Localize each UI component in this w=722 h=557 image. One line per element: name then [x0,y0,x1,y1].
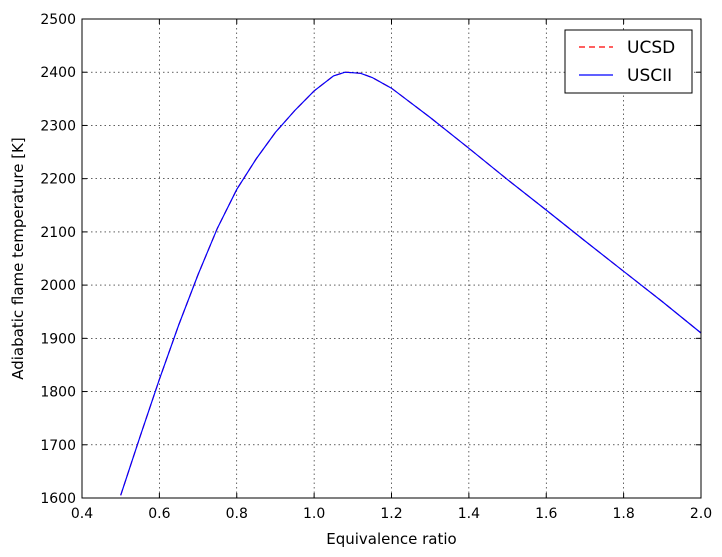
x-tick-label: 1.6 [535,506,557,522]
y-tick-label: 2300 [40,118,76,134]
y-tick-label: 1800 [40,385,76,401]
y-tick-label: 2000 [40,278,76,294]
x-tick-label: 0.8 [226,506,248,522]
legend-label: UCSD [627,38,675,58]
legend-box [564,29,693,94]
y-tick-label: 2500 [40,12,76,28]
x-tick-label: 2.0 [690,506,712,522]
series-line-uscii [120,71,702,496]
x-tick-label: 0.4 [71,506,93,522]
y-tick-label: 2100 [40,225,76,241]
x-tick-label: 1.0 [303,506,325,522]
y-tick-label: 1900 [40,331,76,347]
legend: UCSD USCII [564,29,693,94]
y-tick-label: 2400 [40,65,76,81]
x-tick-label: 1.8 [612,506,634,522]
x-tick-label: 1.2 [380,506,402,522]
y-tick-label: 1600 [40,491,76,507]
legend-label: USCII [627,66,672,86]
x-axis-label: Equivalence ratio [326,530,456,548]
grid [82,19,701,498]
y-tick-label: 2200 [40,172,76,188]
y-axis-label: Adiabatic flame temperature [K] [9,137,27,380]
series-layer [120,71,702,496]
y-tick-label: 1700 [40,438,76,454]
x-tick-label: 1.4 [458,506,480,522]
x-tick-label: 0.6 [148,506,170,522]
ticks: 0.4 0.6 0.8 1.0 1.2 1.4 1.6 1.8 2.0 1600 1700 1800 1… [40,12,712,522]
